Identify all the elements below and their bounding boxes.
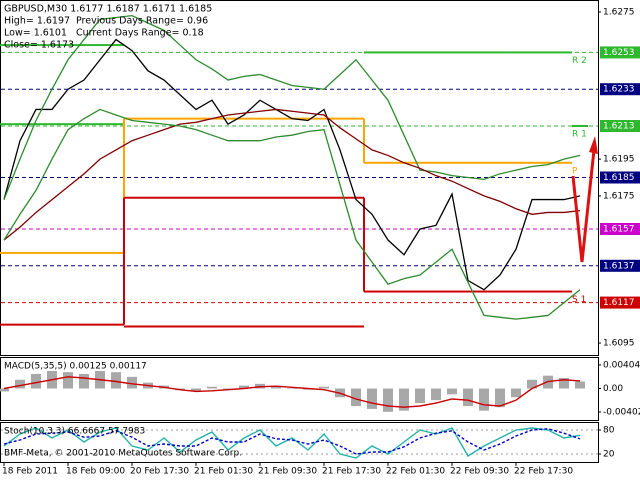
x-tick-label: 22 Feb 17:30 — [514, 467, 573, 477]
histogram-bar — [527, 379, 537, 389]
pivot-label: S 1 — [572, 295, 586, 305]
pivot-label: P — [572, 166, 578, 176]
histogram-bar — [575, 381, 585, 389]
x-tick-label: 22 Feb 01:30 — [386, 467, 445, 477]
histogram-bar — [191, 388, 201, 392]
pivot-label: R 2 — [572, 56, 587, 66]
level-label: 1.6157 — [603, 225, 635, 235]
x-tick-label: 21 Feb 01:30 — [194, 467, 253, 477]
series-line — [3, 38, 581, 291]
level-label: 1.6233 — [603, 85, 635, 95]
histogram-bar — [0, 388, 9, 392]
y-tick-label: 1.6095 — [603, 339, 635, 349]
histogram-bar — [431, 388, 441, 401]
forecast-arrowhead — [589, 136, 598, 154]
curr-range-label: Current Days Range= 0.18 — [76, 28, 204, 39]
histogram-bar — [351, 388, 361, 406]
histogram-bar — [127, 376, 137, 389]
pivot-label: R 1 — [572, 129, 587, 139]
x-tick-label: 18 Feb 09:00 — [66, 467, 125, 477]
series-line — [3, 376, 581, 408]
y-tick-label: 1.6275 — [603, 7, 635, 17]
prev-range-label: Previous Days Range= 0.96 — [76, 16, 208, 27]
histogram-bar — [447, 388, 457, 395]
x-tick-label: 20 Feb 17:30 — [130, 467, 189, 477]
plot-layer: 1.6275 1.6195 1.6175 1.6095 1.6253 1.6233 1.62… — [0, 7, 640, 477]
histogram-bar — [15, 379, 25, 389]
low-label: Low= 1.6101 — [4, 28, 67, 39]
x-tick-label: 21 Feb 17:30 — [322, 467, 381, 477]
histogram-bar — [559, 378, 569, 389]
series-line — [3, 108, 581, 241]
histogram-bar — [63, 372, 73, 389]
y-tick-label: -0.00402 — [603, 407, 640, 417]
level-label: 1.6253 — [603, 48, 635, 58]
level-label: 1.6213 — [603, 121, 635, 131]
stoch-pane — [0, 422, 599, 463]
x-tick-label: 21 Feb 09:30 — [258, 467, 317, 477]
level-label: 1.6137 — [603, 261, 635, 271]
series-line — [3, 428, 581, 455]
level-label: 1.6117 — [603, 298, 635, 308]
close-label: Close= 1.6173 — [4, 40, 74, 51]
y-tick-label: 20 — [603, 450, 615, 460]
histogram-bar — [367, 388, 377, 409]
y-tick-label: 0.00404 — [603, 360, 640, 370]
main-pane — [0, 0, 599, 356]
histogram-bar — [111, 372, 121, 389]
histogram-bar — [415, 388, 425, 404]
y-tick-label: 1.6195 — [603, 155, 635, 165]
histogram-bar — [495, 388, 505, 408]
y-tick-label: 80 — [603, 426, 615, 436]
histogram-bar — [287, 388, 297, 389]
histogram-bar — [207, 386, 217, 389]
macd-title: MACD(5,35,5) 0.00125 0.00117 — [4, 362, 147, 372]
copyright: BMF-Meta, © 2001-2010 MetaQuotes Softwar… — [4, 449, 242, 459]
level-box — [600, 296, 640, 309]
high-label: High= 1.6197 — [4, 16, 70, 27]
level-label: 1.6185 — [603, 173, 635, 183]
series-line — [3, 14, 581, 200]
histogram-bar — [463, 388, 473, 406]
symbol-line: GBPUSD,M30 1.6177 1.6187 1.6171 1.6185 — [4, 4, 212, 15]
histogram-bar — [319, 386, 329, 389]
histogram-bar — [399, 388, 409, 411]
x-tick-label: 18 Feb 2011 — [2, 467, 58, 477]
histogram-bar — [31, 373, 41, 389]
histogram-bar — [511, 388, 521, 398]
level-box — [600, 119, 640, 132]
series-line — [3, 427, 581, 459]
level-box — [600, 171, 640, 184]
histogram-bar — [79, 373, 89, 389]
level-box — [600, 259, 640, 272]
histogram-bar — [383, 388, 393, 412]
histogram-bar — [239, 385, 249, 389]
x-tick-label: 22 Feb 09:30 — [450, 467, 509, 477]
y-tick-label: 0.00 — [603, 384, 623, 394]
stoch-title: Stoch(10,3,3) 66.6667 57.7983 — [4, 427, 145, 437]
histogram-bar — [271, 386, 281, 389]
forecast-arrow — [571, 149, 596, 263]
level-box — [600, 223, 640, 236]
series-line — [3, 108, 581, 320]
y-tick-label: 1.6175 — [603, 191, 635, 201]
histogram-bar — [479, 388, 489, 411]
level-box — [600, 46, 640, 59]
level-box — [600, 83, 640, 96]
